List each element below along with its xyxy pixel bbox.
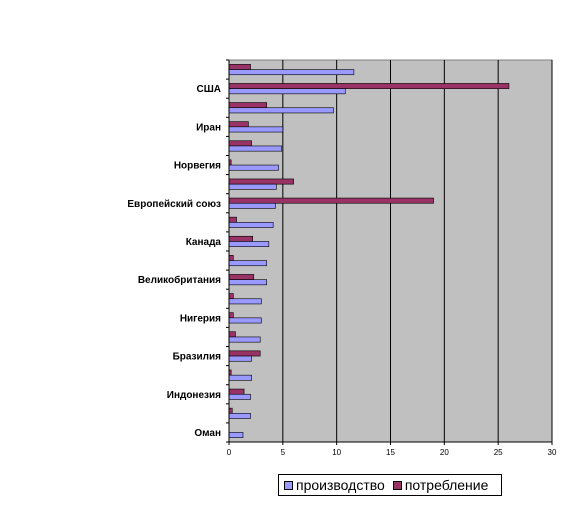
category-label-5: Норвегия [174, 161, 221, 172]
bar-consumption-4 [228, 140, 252, 147]
bar-consumption-11 [228, 274, 255, 280]
bar-production-3 [228, 126, 284, 133]
legend-swatch-consumption [392, 480, 402, 490]
x-tick-label-2: 10 [332, 448, 341, 457]
x-tick-label-5: 25 [494, 448, 503, 457]
bar-consumption-9 [228, 235, 253, 242]
category-label-15: Бразилия [173, 352, 222, 363]
x-tick-label-0: 0 [227, 448, 232, 457]
x-tick-label-4: 20 [440, 448, 449, 457]
legend-item-consumption: потребление [392, 477, 489, 493]
y-axis-ticks [226, 59, 229, 443]
bar-production-2 [228, 107, 334, 114]
bar-production-4 [228, 145, 283, 152]
category-label-17: Индонезия [167, 390, 221, 401]
bar-consumption-10 [228, 255, 234, 261]
legend-swatch-production [284, 480, 293, 490]
bar-consumption-0 [228, 64, 251, 70]
bar-production-9 [228, 241, 270, 247]
bar-production-10 [228, 260, 267, 267]
category-label-9: Канада [186, 237, 222, 248]
x-tick-label-3: 15 [386, 448, 395, 457]
gridlines [282, 60, 553, 442]
bar-production-8 [228, 222, 274, 228]
bar-consumption-15 [228, 350, 261, 357]
bar-production-19 [228, 432, 244, 438]
bar-consumption-17 [228, 388, 245, 395]
bar-production-13 [228, 317, 262, 324]
bar-production-1 [228, 88, 346, 95]
bar-production-5 [228, 164, 279, 171]
category-label-13: Нигерия [180, 313, 221, 324]
x-tick-label-1: 5 [281, 448, 286, 457]
category-label-19: Оман [194, 428, 221, 439]
category-label-11: Великобритания [138, 274, 221, 286]
bar-production-16 [228, 374, 252, 381]
bar-production-18 [228, 413, 251, 419]
bar-production-0 [228, 69, 355, 76]
legend-label-production: производство [296, 477, 385, 493]
bar-consumption-13 [228, 312, 234, 319]
bar-production-15 [228, 355, 252, 362]
legend: производство потребление [278, 474, 502, 496]
bar-consumption-12 [228, 293, 234, 300]
bar-consumption-8 [228, 216, 237, 223]
bar-consumption-3 [228, 121, 249, 128]
bar-production-12 [228, 298, 262, 305]
bar-production-6 [228, 183, 277, 190]
legend-label-consumption: потребление [404, 477, 489, 493]
legend-item-production: производство [284, 477, 385, 493]
x-tick-label-6: 30 [548, 448, 557, 457]
category-label-7: Европейский союз [127, 199, 221, 210]
x-axis-ticks: 0 5 10 15 20 25 30 [227, 442, 557, 457]
bar-consumption-14 [228, 331, 236, 338]
bar-consumption-2 [228, 102, 267, 109]
category-labels: США Иран Норвегия Европейский союз Канада Вел… [127, 84, 221, 439]
category-label-1: США [197, 84, 222, 95]
bar-production-17 [228, 393, 251, 400]
bar-production-11 [228, 279, 267, 286]
bar-consumption-6 [228, 178, 294, 185]
bar-consumption-7 [228, 197, 434, 204]
bar-production-14 [228, 336, 261, 343]
bar-production-7 [228, 202, 276, 209]
bar-consumption-1 [228, 83, 510, 89]
category-label-3: Иран [196, 122, 221, 133]
